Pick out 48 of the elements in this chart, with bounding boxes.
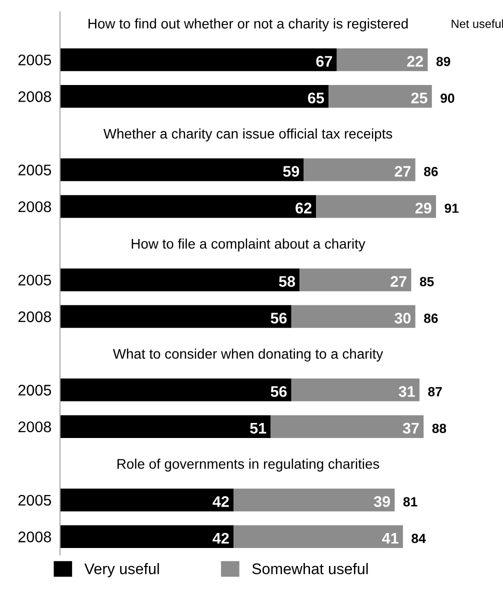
total-label: 90 xyxy=(440,94,454,103)
annotation: What to consider when donating to a charity xyxy=(112,348,384,362)
total-label: 87 xyxy=(428,387,442,396)
data-label: 67 xyxy=(316,56,332,67)
y-tick-label: 2005 xyxy=(18,54,52,66)
legend-label: Somewhat useful xyxy=(252,563,368,574)
y-tick-label: 2005 xyxy=(18,494,52,506)
data-label: 31 xyxy=(398,386,415,397)
data-label: 37 xyxy=(402,422,419,434)
y-tick-label: 2005 xyxy=(18,384,52,396)
total-label: 81 xyxy=(403,497,418,506)
y-tick-label: 2005 xyxy=(18,164,52,176)
total-label: 88 xyxy=(432,424,446,434)
data-label: 56 xyxy=(270,312,287,324)
y-tick-label: 2008 xyxy=(18,532,52,542)
y-tick-label: 2008 xyxy=(18,311,52,322)
data-label: 27 xyxy=(394,166,411,177)
data-label: 56 xyxy=(270,386,287,397)
data-label: 51 xyxy=(250,422,266,434)
data-label: 25 xyxy=(411,92,428,104)
data-label: 59 xyxy=(283,166,300,177)
data-label: 65 xyxy=(308,92,324,104)
data-label: 41 xyxy=(382,533,398,544)
data-label: 62 xyxy=(296,202,312,214)
total-label: 85 xyxy=(420,276,434,286)
data-label: 39 xyxy=(374,496,390,508)
data-label: 29 xyxy=(415,202,432,214)
y-tick-label: 2005 xyxy=(18,274,52,286)
total-label: 86 xyxy=(424,314,438,323)
data-label: 27 xyxy=(390,276,406,287)
data-label: 42 xyxy=(212,532,229,544)
total-label: 91 xyxy=(444,204,459,213)
data-label: 42 xyxy=(212,496,229,507)
total-label: 84 xyxy=(412,534,426,544)
data-label: 30 xyxy=(394,312,411,324)
legend-label: Very useful xyxy=(84,563,159,578)
annotation: How to find out whether or not a charity is registered xyxy=(88,18,408,32)
annotation: How to file a complaint about a charity xyxy=(132,238,366,252)
annotation: Whether a charity can issue official tax receipts xyxy=(103,128,392,142)
y-tick-label: 2008 xyxy=(18,201,52,212)
data-label: 58 xyxy=(278,276,296,287)
text: Net useful xyxy=(452,19,503,28)
total-label: 89 xyxy=(436,56,450,66)
y-tick-label: 2008 xyxy=(18,421,52,432)
data-label: 22 xyxy=(407,56,423,67)
y-tick-label: 2008 xyxy=(18,91,52,102)
total-label: 86 xyxy=(424,166,438,176)
annotation: Role of governments in regulating charities xyxy=(118,458,380,472)
